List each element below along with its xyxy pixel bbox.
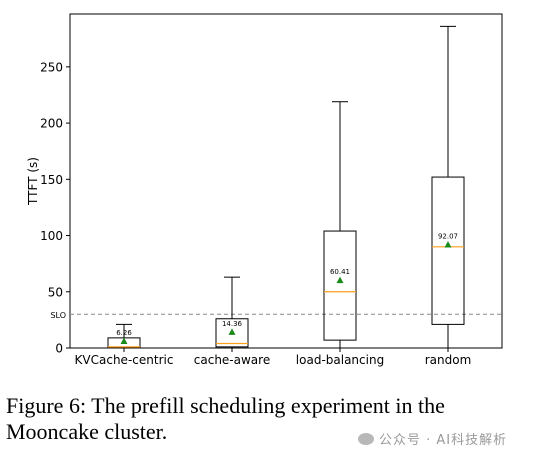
y-tick-label: 150 [40, 173, 63, 187]
mean-marker [228, 328, 236, 335]
watermark: 公众号 · AI科技解析 [358, 429, 507, 448]
x-tick-label: KVCache-centric [75, 353, 174, 367]
x-tick-label: load-balancing [296, 353, 384, 367]
y-tick-label: 50 [48, 285, 63, 299]
mean-label: 6.26 [116, 329, 132, 337]
x-tick-label: random [425, 353, 472, 367]
slo-label: SLO [50, 311, 66, 320]
y-tick-label: 0 [55, 342, 63, 356]
mean-label: 14.36 [222, 320, 243, 328]
iqr-box [323, 230, 357, 341]
y-tick-label: 200 [40, 117, 63, 131]
mean-label: 60.41 [330, 268, 350, 276]
y-tick-label: 250 [40, 60, 63, 74]
box-plot-chart: 0 50 100 150 200 250 SLO KVCache-centric 6.26 cac… [26, 13, 503, 367]
y-tick-label: 100 [40, 229, 63, 243]
mean-label: 92.07 [438, 232, 458, 240]
plot-frame [69, 13, 503, 349]
figure-caption: Figure 6: The prefill scheduling experim… [6, 393, 445, 444]
mean-marker [120, 337, 128, 344]
iqr-box [431, 176, 465, 325]
iqr-box [215, 318, 249, 348]
mean-marker [336, 276, 344, 284]
mean-marker [444, 240, 452, 248]
x-tick-label: cache-aware [194, 353, 270, 367]
watermark-text: 公众号 · AI科技解析 [379, 433, 508, 448]
y-axis-label: TTFT (s) [26, 157, 40, 206]
wechat-icon [358, 433, 374, 445]
